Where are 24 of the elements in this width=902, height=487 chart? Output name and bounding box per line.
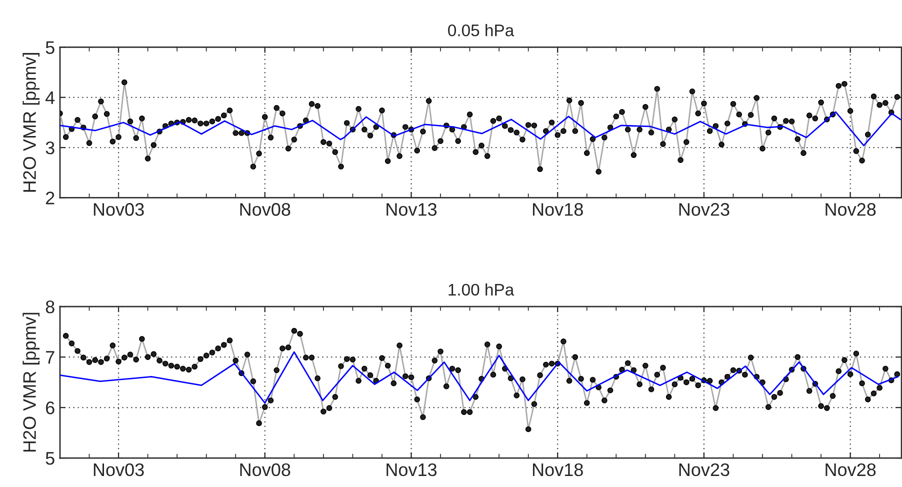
y-tick-label: 4 [45,92,55,104]
x-tick-label: Nov03 [94,463,144,476]
y-tick-label: 7 [46,351,54,364]
y-tick-label: 8 [46,300,54,314]
y-tick-label: 5 [46,452,54,465]
x-tick-label: Nov08 [240,203,290,216]
x-tick-label: Nov18 [532,203,583,216]
y-tick-label: 5 [46,41,54,54]
x-tick-label: Nov28 [826,203,876,216]
x-tick-label: Nov03 [94,203,144,216]
x-tick-label: Nov23 [679,463,730,476]
chart-title: 0.05 hPa [448,24,514,36]
y-tick-label: 3 [46,141,54,154]
x-tick-label: Nov23 [679,203,730,216]
y-tick-label: 6 [46,401,54,414]
y-axis-title: H2O VMR [ppmv] [22,312,40,452]
y-tick-label: 2 [46,192,54,204]
x-tick-label: Nov13 [386,203,437,216]
chart-title: 1.00 hPa [448,283,514,296]
y-axis-title: H2O VMR [ppmv] [22,53,40,192]
x-tick-label: Nov28 [826,463,876,476]
x-tick-label: Nov18 [532,463,583,476]
x-tick-label: Nov08 [240,463,290,476]
x-tick-label: Nov13 [386,463,437,476]
